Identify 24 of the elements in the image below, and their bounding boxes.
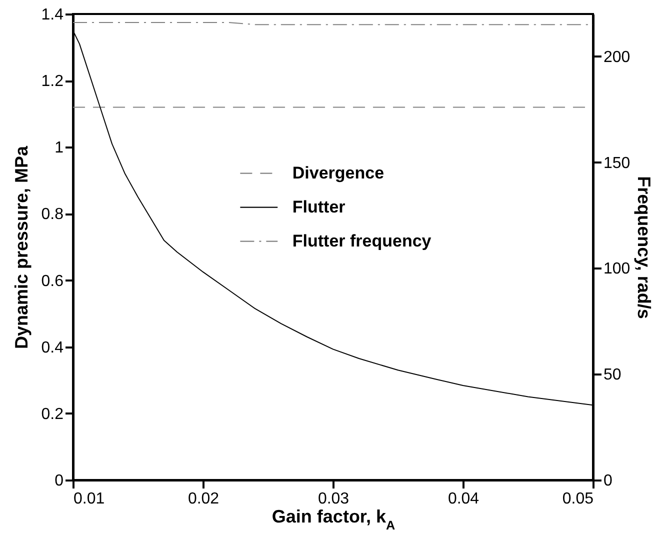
- y-tick-label: 0.6: [41, 272, 64, 290]
- y2-tick-label: 150: [604, 154, 630, 172]
- x-tick-label: 0.04: [448, 490, 480, 508]
- legend-label: Flutter frequency: [292, 231, 432, 250]
- x-tick-label: 0.02: [188, 490, 220, 508]
- y-tick-label: 0.8: [41, 206, 64, 224]
- y2-tick-label: 200: [604, 48, 630, 66]
- x-tick-label: 0.05: [562, 490, 594, 508]
- legend-label: Divergence: [292, 163, 384, 182]
- x-tick-label: 0.03: [318, 490, 350, 508]
- y2-tick-label: 50: [604, 366, 622, 384]
- y2-axis-title: Frequency, rad/s: [634, 176, 654, 319]
- y-axis-title: Dynamic pressure, MPa: [11, 144, 32, 350]
- legend-label: Flutter: [292, 197, 346, 216]
- y2-tick-label: 0: [604, 472, 612, 490]
- y-tick-label: 0.4: [41, 339, 64, 356]
- y2-tick-label: 100: [604, 260, 630, 278]
- y-tick-label: 1.2: [41, 73, 64, 90]
- y-tick-label: 1: [54, 140, 64, 157]
- y-tick-label: 0: [54, 472, 64, 490]
- x-tick-label: 0.01: [74, 490, 105, 508]
- y-tick-label: 0.2: [41, 406, 64, 423]
- x-axis-title: Gain factor, k$_{A}$: [272, 506, 396, 532]
- y-tick-label: 1.4: [41, 6, 64, 24]
